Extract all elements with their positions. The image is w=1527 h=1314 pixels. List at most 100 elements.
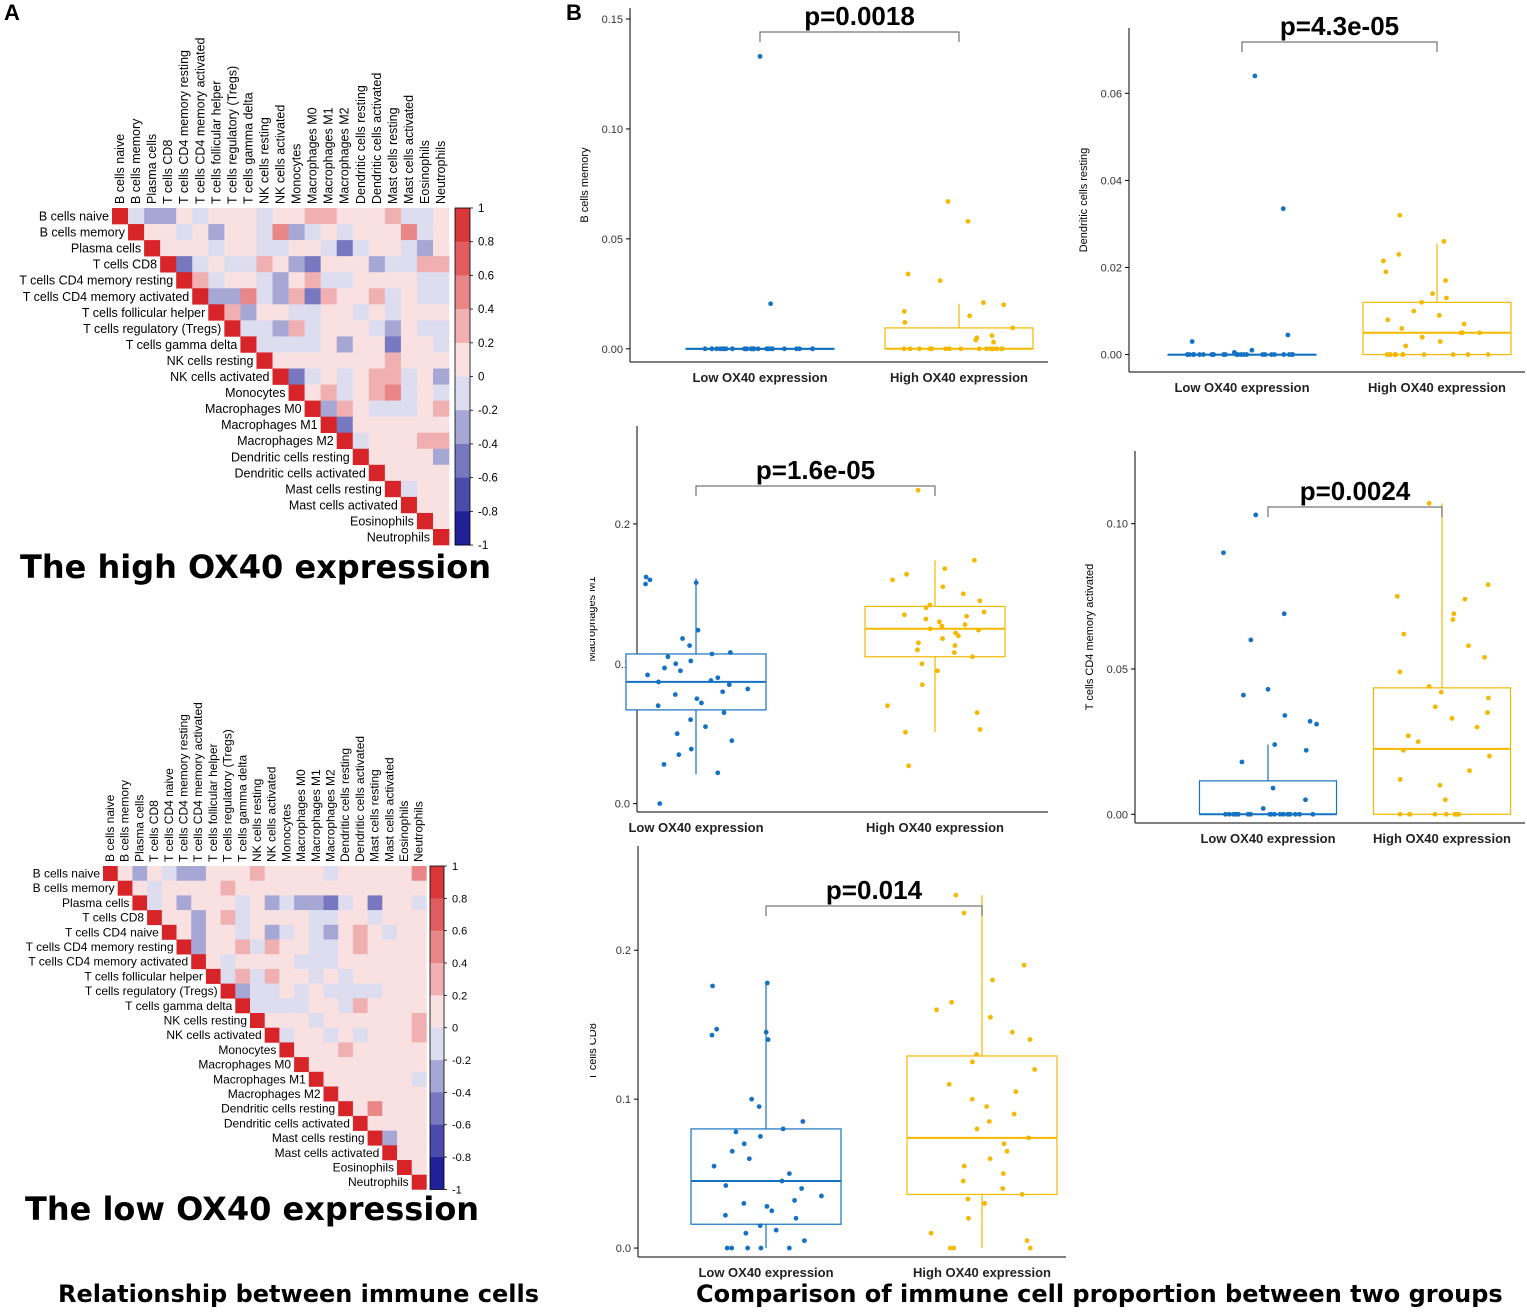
heatmap-cell-9-10 [250, 998, 265, 1014]
heatmap-cell-15-21 [411, 1086, 427, 1102]
data-point [758, 1133, 763, 1139]
heatmap-cell-13-19 [416, 416, 434, 433]
heatmap-col-label: B cells memory [118, 780, 132, 862]
heatmap-cell-21-21 [411, 1174, 427, 1190]
heatmap-row-label: NK cells activated [170, 370, 269, 384]
heatmap-row-label: Macrophages M0 [198, 1058, 291, 1072]
heatmap-cell-0-10 [250, 866, 265, 881]
heatmap-cell-15-18 [367, 1086, 383, 1102]
colorbar-segment [455, 410, 470, 445]
heatmap-cell-8-15 [323, 983, 339, 999]
colorbar-segment [430, 898, 444, 931]
heatmap-cell-6-6 [191, 954, 207, 970]
data-point [741, 1200, 747, 1206]
heatmap-cell-7-12 [304, 320, 321, 337]
data-point [1226, 811, 1232, 817]
heatmap-cell-5-11 [288, 288, 305, 305]
heatmap-row-label: B cells naive [33, 866, 101, 880]
colorbar-segment [430, 1124, 444, 1158]
heatmap-cell-10-20 [397, 1013, 412, 1028]
heatmap-cell-3-13 [320, 256, 337, 273]
heatmap-col-label: Eosinophils [418, 140, 432, 204]
data-point [902, 320, 908, 325]
heatmap-cell-3-5 [176, 910, 192, 926]
heatmap-cell-16-20 [397, 1101, 412, 1117]
heatmap-cell-7-19 [416, 320, 434, 337]
y-axis-label: T cells CD8 [590, 1023, 599, 1080]
heatmap-cell-2-10 [272, 240, 289, 257]
data-point [741, 1141, 747, 1147]
data-point [890, 577, 895, 583]
data-point [1265, 686, 1271, 692]
heatmap-row-label: T cells CD4 memory resting [19, 274, 173, 288]
heatmap-cell-5-10 [272, 288, 289, 305]
heatmap-cell-18-18 [367, 1130, 383, 1146]
data-point [1223, 811, 1228, 817]
heatmap-cell-10-11 [288, 368, 305, 385]
y-tick-label: 0.10 [602, 124, 623, 136]
heatmap-cell-13-16 [338, 1057, 354, 1073]
heatmap-cell-10-16 [368, 368, 386, 385]
heatmap-cell-10-19 [416, 368, 434, 385]
data-point [1211, 352, 1217, 357]
heatmap-cell-9-10 [272, 352, 289, 369]
y-tick-label: 0.2 [616, 945, 631, 957]
heatmap-cell-13-15 [323, 1057, 339, 1073]
y-tick-label: 0.0 [616, 1243, 631, 1255]
data-point [970, 654, 975, 660]
heatmap-cell-5-15 [323, 939, 339, 955]
heatmap-cell-19-19 [416, 512, 434, 530]
heatmap-row-label: Monocytes [225, 386, 285, 400]
heatmap-cell-13-13 [320, 416, 337, 433]
data-point [1221, 550, 1226, 556]
heatmap-cell-4-17 [352, 924, 368, 940]
boxplot-t-cells-cd4-memory-activated: 0.00 0.05 0.10 T cells CD4 memory activated… [1085, 451, 1525, 846]
heatmap-cell-8-18 [400, 336, 418, 353]
heatmap-cell-15-16 [368, 448, 386, 466]
data-point [729, 1245, 735, 1251]
colorbar-tick-label: -0.6 [478, 473, 498, 485]
data-point [779, 1178, 785, 1184]
heatmap-cell-9-19 [382, 998, 398, 1014]
heatmap-cell-3-20 [433, 256, 450, 273]
heatmap-row-label: B cells memory [40, 226, 126, 240]
data-point [981, 609, 987, 615]
heatmap-cell-10-11 [264, 1013, 280, 1028]
heatmap-cell-8-11 [288, 336, 305, 353]
y-tick-label: 0.05 [602, 234, 623, 246]
heatmap-col-label: Neutrophils [434, 141, 448, 204]
heatmap-cell-16-18 [367, 1101, 383, 1117]
data-point [1485, 582, 1491, 588]
heatmap-cell-4-4 [161, 924, 177, 940]
data-point [714, 346, 720, 352]
heatmap-cell-1-9 [256, 224, 273, 241]
colorbar-segment [430, 963, 444, 996]
data-point [802, 1238, 807, 1244]
heatmap-cell-5-5 [176, 939, 192, 955]
heatmap-col-label: Monocytes [290, 144, 304, 204]
data-point [1281, 352, 1287, 357]
heatmap-cell-10-13 [294, 1013, 310, 1028]
heatmap-cell-0-17 [384, 208, 402, 225]
y-tick-label: 0.00 [1107, 809, 1128, 821]
data-point [1432, 704, 1438, 710]
data-point [744, 346, 749, 352]
heatmap-col-label: Eosinophils [397, 801, 411, 862]
data-point [976, 627, 981, 633]
heatmap-cell-17-19 [382, 1115, 398, 1131]
heatmap-cell-18-20 [397, 1130, 412, 1146]
data-point [974, 710, 980, 716]
data-point [694, 696, 700, 702]
heatmap-cell-4-11 [264, 924, 280, 940]
data-point [915, 647, 920, 653]
heatmap-cell-14-15 [323, 1071, 339, 1087]
box [1198, 780, 1338, 815]
heatmap-col-label: Dendritic cells activated [353, 736, 367, 862]
heatmap-cell-5-8 [220, 939, 236, 955]
heatmap-cell-1-11 [264, 880, 280, 896]
heatmap-cell-1-1 [128, 224, 145, 241]
heatmap-col-label: B cells naive [103, 794, 117, 862]
heatmap-cell-4-12 [279, 924, 295, 940]
heatmap-col-label: Dendritic cells activated [370, 73, 384, 204]
